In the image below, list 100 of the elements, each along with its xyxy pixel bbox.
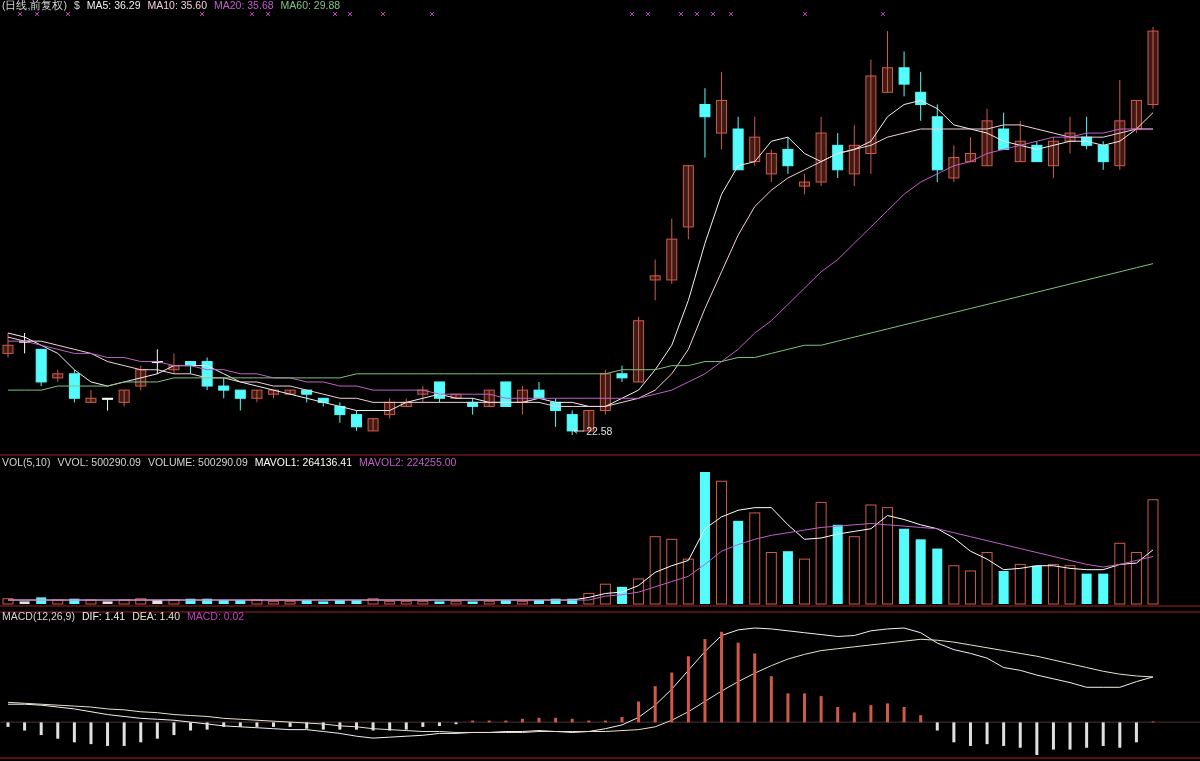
- bar: [1031, 565, 1042, 604]
- bar: [467, 601, 478, 604]
- candlestick: [981, 108, 993, 167]
- bar: [1018, 722, 1022, 748]
- bar: [637, 701, 641, 723]
- candlestick: [898, 50, 910, 97]
- candlestick: [799, 173, 811, 195]
- bar: [865, 504, 877, 605]
- bar: [255, 722, 259, 727]
- bar: [89, 722, 93, 745]
- bar: [935, 722, 939, 731]
- bar: [56, 722, 60, 739]
- bar: [815, 501, 827, 605]
- bar: [753, 653, 757, 723]
- candlestick: [1147, 26, 1159, 110]
- bar: [733, 520, 744, 604]
- candlestick: [616, 365, 628, 383]
- bar: [819, 696, 823, 723]
- bar: [338, 722, 342, 730]
- bar: [769, 676, 773, 723]
- bar: [1118, 722, 1122, 748]
- bar: [1035, 722, 1039, 755]
- bar: [23, 722, 27, 731]
- candlestick: [948, 144, 960, 183]
- bar: [434, 601, 445, 604]
- candlestick: [566, 410, 578, 436]
- bar: [981, 552, 993, 605]
- bar: [437, 722, 441, 727]
- candlestick: [599, 369, 611, 416]
- bar: [72, 722, 76, 743]
- bar: [155, 722, 159, 739]
- bar: [803, 693, 807, 723]
- bar: [686, 656, 690, 723]
- chart-title: MACD(12,26,9): [2, 610, 75, 622]
- bar: [421, 722, 425, 727]
- bar: [371, 722, 375, 731]
- bar: [1047, 563, 1059, 605]
- bar: [852, 712, 856, 723]
- bar: [968, 722, 972, 746]
- bar: [881, 507, 893, 605]
- candlestick: [1097, 140, 1109, 171]
- candlestick: [716, 71, 728, 150]
- text: MA10: 35.60: [147, 0, 208, 11]
- bar: [1064, 565, 1076, 605]
- bar: [1101, 722, 1105, 746]
- candlestick: [1130, 99, 1142, 134]
- bar: [899, 528, 910, 604]
- bar: [321, 722, 325, 730]
- bar: [1130, 552, 1142, 605]
- candlestick: [350, 410, 362, 432]
- bar: [666, 538, 678, 605]
- bar: [122, 722, 126, 746]
- bar: [948, 565, 960, 605]
- candlestick: [367, 418, 379, 432]
- bar: [1014, 563, 1026, 605]
- bar: [848, 536, 860, 605]
- bar: [985, 722, 989, 745]
- bar: [682, 558, 694, 605]
- bar: [786, 693, 790, 723]
- text: MA60: 29.88: [280, 0, 341, 11]
- bar: [39, 722, 43, 736]
- candlestick: [682, 165, 694, 240]
- bar: [765, 552, 777, 605]
- bar: [998, 571, 1009, 604]
- bar: [649, 536, 661, 605]
- bar: [6, 722, 10, 727]
- candlestick: [251, 389, 263, 403]
- bar: [318, 601, 329, 604]
- bar: [205, 722, 209, 730]
- bar: [288, 722, 292, 727]
- bar: [172, 722, 176, 736]
- candlestick: [334, 401, 346, 424]
- bar: [964, 570, 976, 605]
- bar: [720, 631, 724, 723]
- bar: [902, 706, 906, 723]
- bar: [106, 722, 110, 746]
- bar: [653, 686, 657, 723]
- text: MACD: 0.02: [187, 610, 245, 622]
- bar: [1147, 499, 1159, 605]
- candlestick: [765, 148, 777, 183]
- chart-title: (日线,前复权): [2, 0, 67, 11]
- bar: [1081, 573, 1092, 604]
- candlestick: [118, 389, 130, 407]
- bar: [1098, 573, 1109, 604]
- bar: [699, 472, 710, 604]
- bar: [1051, 722, 1055, 750]
- bar: [400, 600, 412, 605]
- bar: [19, 601, 30, 604]
- bar: [749, 512, 761, 605]
- bar: [919, 715, 923, 723]
- text: VOLUME: 500290.09: [147, 456, 248, 468]
- candlestick: [633, 316, 645, 383]
- bar: [620, 716, 624, 723]
- bar: [305, 722, 309, 729]
- text: MAVOL2: 224255.00: [359, 456, 457, 468]
- candlestick: [218, 377, 230, 399]
- bar: [832, 524, 843, 604]
- text: DIF: 1.41: [81, 610, 126, 622]
- candlestick: [699, 87, 711, 159]
- candlestick: [1047, 136, 1059, 179]
